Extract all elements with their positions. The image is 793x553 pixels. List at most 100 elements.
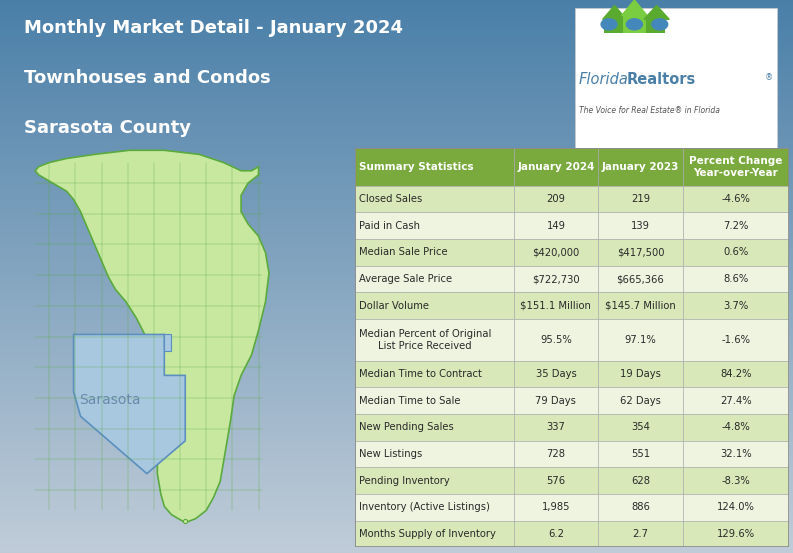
Text: January 2023: January 2023 <box>602 162 679 172</box>
Text: $417,500: $417,500 <box>617 247 665 257</box>
FancyBboxPatch shape <box>514 361 598 387</box>
FancyBboxPatch shape <box>604 19 624 33</box>
Text: 7.2%: 7.2% <box>723 221 749 231</box>
FancyBboxPatch shape <box>355 239 514 265</box>
Bar <box>0 503 793 506</box>
Bar <box>0 58 793 61</box>
Text: Townhouses and Condos: Townhouses and Condos <box>24 69 270 87</box>
Bar <box>0 512 793 514</box>
Bar <box>0 33 793 36</box>
Bar <box>0 66 793 69</box>
FancyBboxPatch shape <box>598 265 683 293</box>
FancyBboxPatch shape <box>598 387 683 414</box>
Bar <box>0 462 793 465</box>
FancyBboxPatch shape <box>598 521 683 547</box>
Bar <box>0 335 793 337</box>
Bar <box>0 473 793 476</box>
Bar <box>0 61 793 64</box>
Bar <box>0 348 793 351</box>
Bar <box>0 80 793 83</box>
Bar <box>0 329 793 332</box>
Bar <box>0 91 793 94</box>
Bar <box>0 531 793 534</box>
Bar <box>0 8 793 11</box>
Bar <box>0 476 793 478</box>
Bar <box>0 448 793 451</box>
FancyBboxPatch shape <box>683 387 789 414</box>
FancyBboxPatch shape <box>683 212 789 239</box>
Bar <box>0 534 793 536</box>
Bar <box>0 376 793 379</box>
Bar <box>0 249 793 252</box>
Bar <box>0 263 793 265</box>
Bar <box>0 246 793 249</box>
FancyBboxPatch shape <box>355 467 514 494</box>
Bar <box>0 166 793 169</box>
Bar <box>0 453 793 456</box>
Bar <box>0 64 793 66</box>
Bar <box>0 130 793 133</box>
Text: Monthly Market Detail - January 2024: Monthly Market Detail - January 2024 <box>24 19 403 38</box>
Bar <box>0 116 793 119</box>
Bar <box>0 171 793 174</box>
Bar <box>0 260 793 263</box>
Bar <box>0 321 793 324</box>
Circle shape <box>601 19 617 30</box>
Bar <box>0 290 793 293</box>
Text: Dollar Volume: Dollar Volume <box>358 301 429 311</box>
Bar <box>0 122 793 124</box>
Bar <box>0 100 793 102</box>
Bar <box>0 343 793 346</box>
Bar <box>0 180 793 182</box>
Text: 209: 209 <box>546 194 565 204</box>
Bar <box>0 288 793 290</box>
Bar <box>0 135 793 138</box>
Bar <box>0 0 793 3</box>
Bar <box>0 235 793 238</box>
Bar <box>0 69 793 72</box>
FancyBboxPatch shape <box>514 148 598 186</box>
Bar <box>0 312 793 315</box>
FancyBboxPatch shape <box>598 186 683 212</box>
FancyBboxPatch shape <box>683 239 789 265</box>
Bar <box>0 94 793 97</box>
FancyBboxPatch shape <box>514 319 598 361</box>
Text: 2.7: 2.7 <box>633 529 649 539</box>
Bar <box>0 520 793 523</box>
Bar <box>0 354 793 357</box>
Bar <box>0 271 793 274</box>
FancyBboxPatch shape <box>514 467 598 494</box>
FancyBboxPatch shape <box>355 186 514 212</box>
Bar <box>0 205 793 207</box>
FancyBboxPatch shape <box>623 14 646 33</box>
Bar <box>0 210 793 213</box>
Text: -1.6%: -1.6% <box>722 335 750 345</box>
Bar <box>0 182 793 185</box>
FancyBboxPatch shape <box>355 387 514 414</box>
FancyBboxPatch shape <box>598 239 683 265</box>
Bar <box>0 357 793 359</box>
Bar <box>0 379 793 382</box>
Bar <box>0 11 793 14</box>
Bar <box>0 365 793 368</box>
Bar <box>0 412 793 415</box>
Bar <box>0 285 793 288</box>
FancyBboxPatch shape <box>575 8 777 155</box>
Bar <box>0 141 793 144</box>
FancyBboxPatch shape <box>514 414 598 441</box>
FancyBboxPatch shape <box>646 19 665 33</box>
Bar <box>0 227 793 229</box>
FancyBboxPatch shape <box>683 494 789 521</box>
FancyBboxPatch shape <box>683 467 789 494</box>
Bar <box>0 174 793 177</box>
FancyBboxPatch shape <box>355 361 514 387</box>
Bar <box>0 155 793 158</box>
Bar <box>0 113 793 116</box>
Polygon shape <box>622 0 647 15</box>
Bar <box>0 332 793 335</box>
Text: Realtors: Realtors <box>626 72 695 87</box>
Polygon shape <box>74 335 186 473</box>
Bar <box>0 387 793 390</box>
FancyBboxPatch shape <box>683 414 789 441</box>
Circle shape <box>652 19 668 30</box>
